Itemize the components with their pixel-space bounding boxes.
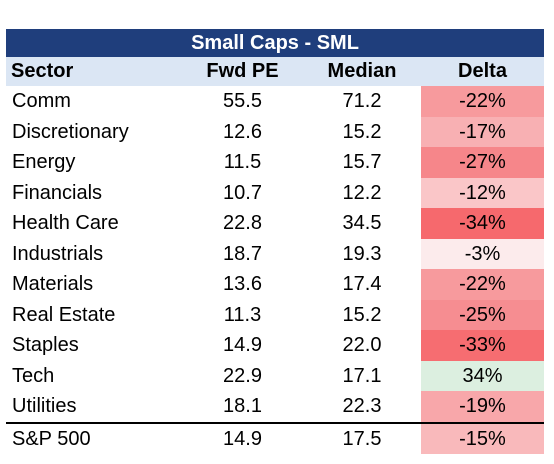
table-row: Energy 11.5 15.7 -27%: [6, 147, 544, 178]
fwd-pe-cell: 12.6: [223, 120, 262, 143]
column-header-sector: Sector: [6, 57, 182, 86]
table-row: Materials 13.6 17.4 -22%: [6, 269, 544, 300]
table-row: Utilities 18.1 22.3 -19%: [6, 391, 544, 423]
table-row: Discretionary 12.6 15.2 -17%: [6, 116, 544, 147]
delta-cell: -22%: [421, 86, 544, 117]
delta-cell: -19%: [421, 391, 544, 423]
median-cell: 12.2: [342, 181, 382, 204]
table-row: Staples 14.9 22.0 -33%: [6, 330, 544, 361]
sector-cell: Health Care: [12, 212, 119, 234]
fwd-pe-cell: 13.6: [223, 273, 262, 295]
sector-cell: Financials: [12, 181, 103, 204]
sector-cell: Real Estate: [12, 303, 116, 326]
fwd-pe-cell: 18.7: [223, 242, 262, 265]
median-cell: 22.0: [342, 334, 382, 356]
delta-cell: 34%: [421, 360, 544, 391]
sector-cell: Utilities: [12, 395, 77, 417]
sector-cell: Staples: [12, 334, 79, 356]
median-cell: 15.7: [342, 151, 382, 173]
sector-cell: Materials: [12, 273, 94, 295]
column-header-row: Sector Fwd PE Median Delta: [6, 57, 544, 86]
delta-cell: -33%: [421, 330, 544, 361]
fwd-pe-cell: 18.1: [223, 395, 262, 417]
table-row: Financials 10.7 12.2 -12%: [6, 177, 544, 208]
fwd-pe-cell: 10.7: [223, 181, 262, 204]
median-cell: 34.5: [342, 212, 382, 234]
median-cell: 19.3: [342, 242, 382, 265]
column-header-median: Median: [303, 57, 421, 86]
sector-cell: S&P 500: [6, 421, 182, 454]
sector-cell: Discretionary: [12, 120, 129, 143]
sector-cell: Tech: [12, 364, 55, 387]
summary-row: S&P 500 14.9 17.5 -15%: [6, 421, 544, 454]
table-row: Health Care 22.8 34.5 -34%: [6, 208, 544, 239]
table-body: Comm 55.5 71.2 -22% Discretionary 12.6 1…: [6, 86, 544, 454]
fwd-pe-cell: 11.3: [223, 303, 262, 326]
column-header-fwd-pe: Fwd PE: [182, 57, 303, 86]
delta-cell: -34%: [421, 208, 544, 239]
median-cell: 17.4: [342, 273, 382, 295]
table-title: Small Caps - SML: [6, 29, 544, 57]
table-row: Comm 55.5 71.2 -22%: [6, 86, 544, 117]
median-cell: 15.2: [342, 120, 382, 143]
fwd-pe-cell: 14.9: [223, 334, 262, 356]
sector-cell: Energy: [12, 151, 76, 173]
delta-cell: -3%: [421, 238, 544, 269]
delta-cell: -27%: [421, 147, 544, 178]
column-header-delta: Delta: [421, 57, 544, 86]
median-cell: 15.2: [342, 303, 382, 326]
valuation-table: Small Caps - SML Sector Fwd PE Median De…: [6, 29, 544, 454]
table-row: Real Estate 11.3 15.2 -25%: [6, 299, 544, 330]
fwd-pe-cell: 55.5: [223, 90, 262, 112]
table-row: Tech 22.9 17.1 34%: [6, 360, 544, 391]
median-cell: 71.2: [342, 90, 382, 112]
table-row: Industrials 18.7 19.3 -3%: [6, 238, 544, 269]
median-cell: 22.3: [342, 395, 382, 417]
fwd-pe-cell: 22.9: [223, 364, 262, 387]
delta-cell: -22%: [421, 269, 544, 300]
fwd-pe-cell: 14.9: [182, 421, 303, 454]
median-cell: 17.1: [342, 364, 382, 387]
fwd-pe-cell: 22.8: [223, 212, 262, 234]
table-title-row: Small Caps - SML: [6, 29, 544, 57]
delta-cell: -12%: [421, 177, 544, 208]
sector-cell: Industrials: [12, 242, 104, 265]
valuation-table-container: Small Caps - SML Sector Fwd PE Median De…: [6, 29, 544, 454]
delta-cell: -15%: [421, 421, 544, 454]
delta-cell: -25%: [421, 299, 544, 330]
median-cell: 17.5: [303, 421, 421, 454]
fwd-pe-cell: 11.5: [223, 151, 262, 173]
delta-cell: -17%: [421, 116, 544, 147]
sector-cell: Comm: [12, 90, 71, 112]
